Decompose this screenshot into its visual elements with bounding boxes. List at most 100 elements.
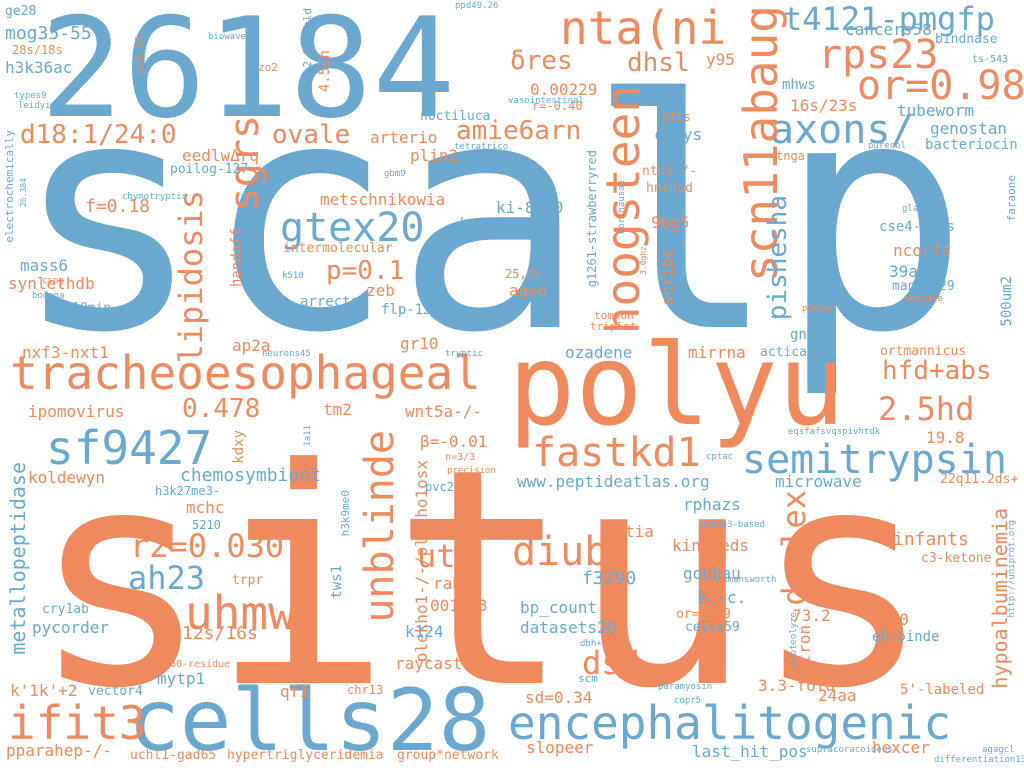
word: ki-8710 <box>496 198 564 217</box>
word: pvc2 <box>425 480 454 494</box>
word: datasets20 <box>520 618 617 637</box>
word: ncorfs <box>893 241 951 260</box>
word: dsd <box>582 644 640 682</box>
word: cells28 <box>128 671 491 768</box>
word: flp-13 <box>381 302 432 318</box>
word: leidyi <box>18 101 51 111</box>
word: ipomovirus <box>28 402 125 421</box>
word: eedlwΔrq <box>182 146 260 165</box>
word: copr5 <box>674 696 702 706</box>
word: or=1.79 <box>676 607 731 622</box>
word: tubeworm <box>897 101 975 120</box>
word: tryptic <box>445 349 483 359</box>
word: microwave <box>775 472 862 491</box>
word: 500um2 <box>999 276 1015 327</box>
word: vector4 <box>88 684 143 699</box>
word: tracheoesophageal <box>10 346 481 400</box>
word: pparahep-/- <box>6 741 112 760</box>
word: plin2 <box>410 146 459 165</box>
word: scalp <box>12 32 970 402</box>
word: 1a11 <box>303 425 313 447</box>
word: scm <box>578 672 598 685</box>
word: 0.00229 <box>530 80 598 99</box>
word: hexcer <box>872 738 930 757</box>
word: ozadene <box>565 343 633 362</box>
word: slopeer <box>526 738 594 757</box>
word: handoff <box>229 228 245 288</box>
word: pinner <box>802 304 835 314</box>
word: β=-0.01 <box>420 432 488 451</box>
word: hypertriglyceridemia <box>227 748 384 763</box>
word: acticap <box>760 345 815 360</box>
word: δres <box>510 46 573 76</box>
word: metallopeptidase <box>6 462 30 655</box>
word: k124 <box>405 622 444 641</box>
word: f=0.18 <box>85 196 151 217</box>
word: goubau <box>683 564 741 583</box>
word: mytp1 <box>157 669 206 688</box>
word: tia <box>625 522 654 541</box>
word: ifit3 <box>8 696 147 750</box>
word: unblinde <box>357 430 403 623</box>
word: supracoracoideus <box>806 745 893 755</box>
word: hfd+abs <box>882 356 992 386</box>
word: 2.5hd <box>878 390 975 428</box>
word: 9bg5 <box>651 213 690 232</box>
word: rps23 <box>818 32 939 78</box>
word: 10min <box>72 301 112 316</box>
word: sonicator <box>815 160 834 247</box>
word: ts-543 <box>972 54 1009 65</box>
word: pishesha <box>763 195 793 321</box>
word: nxf3-nxt1 <box>22 343 109 362</box>
word: kdxy <box>231 430 247 464</box>
word: ortmannicus <box>880 344 967 359</box>
word: cse4-ncps <box>879 219 955 235</box>
word: sf9427 <box>46 421 213 475</box>
word: cptac <box>706 452 734 462</box>
word: 60-residue <box>170 659 231 670</box>
word: rab23 <box>433 574 482 593</box>
word: stron <box>795 625 814 674</box>
word: mirrna <box>688 343 746 362</box>
word: wnt5a-/- <box>405 402 483 421</box>
word: biowave <box>208 32 246 42</box>
word: utp <box>417 537 475 575</box>
word: mog35-55 <box>5 23 92 44</box>
word: sd=0.34 <box>525 688 593 707</box>
word: trpr <box>232 573 264 588</box>
word: k'1k'+2 <box>10 681 78 700</box>
word: ap2a <box>232 336 271 355</box>
word: 16s/23s <box>790 96 858 115</box>
word: faraone <box>1005 175 1018 222</box>
word: zeb <box>366 281 395 300</box>
word: 5'-labeled <box>900 682 985 698</box>
word: chemosymbiont <box>180 465 321 486</box>
word: semitrypsin <box>742 437 1007 483</box>
word: mhws <box>782 77 816 93</box>
word: gnns <box>790 327 824 343</box>
word: chr13 <box>347 683 384 697</box>
word: vasointestinal <box>508 96 584 106</box>
word: hawaiensis <box>460 216 545 232</box>
word: scribe <box>658 248 677 306</box>
word: types9 <box>14 91 47 101</box>
word: ovale <box>272 120 351 150</box>
word: 26.384 <box>19 178 28 207</box>
word: situs <box>30 405 934 754</box>
word: uhmw <box>185 586 296 640</box>
word: bindnase <box>935 32 998 47</box>
word: h3k9me0 <box>339 490 352 537</box>
word: 19.8 <box>926 428 965 447</box>
word: lipidosis <box>172 190 210 364</box>
word: uchl1-gad65 <box>130 748 217 763</box>
word: agen <box>509 281 548 300</box>
word: noctiluca <box>420 109 491 124</box>
word: tomson <box>594 309 634 322</box>
word: cells59 <box>685 620 740 635</box>
word: proteolyze <box>789 612 799 667</box>
word: 22q11.2ds+ <box>940 472 1019 487</box>
word: t4121-pmgfp <box>783 0 995 38</box>
word: korthausae <box>617 180 627 235</box>
word: ptls <box>662 110 691 124</box>
